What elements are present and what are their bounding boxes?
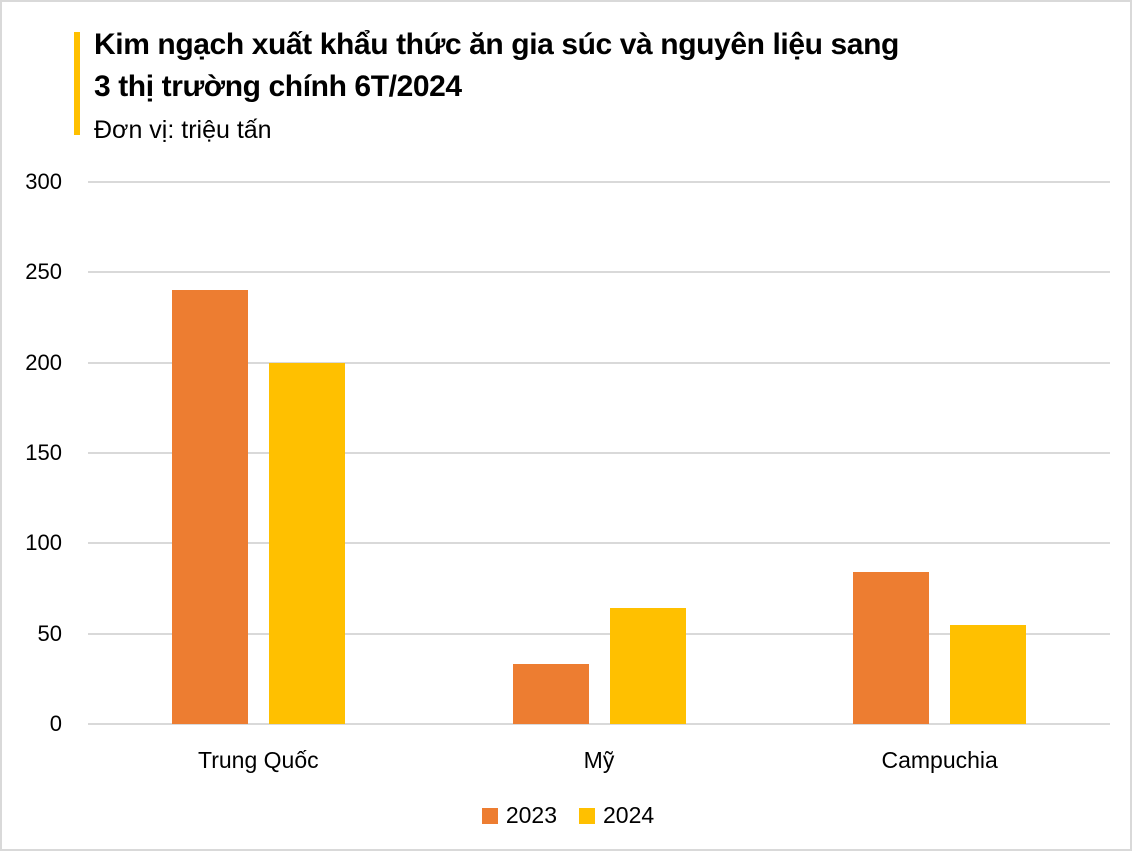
y-tick-label: 0	[49, 711, 62, 736]
legend-label: 2024	[603, 802, 655, 828]
y-tick-label: 100	[25, 530, 62, 556]
y-tick-label: 250	[25, 259, 62, 285]
legend-item: 2023	[481, 802, 557, 829]
gridline	[88, 361, 1110, 364]
legend-swatch-icon	[579, 807, 595, 824]
bar-2024	[950, 624, 1027, 724]
x-tick-label: Campuchia	[881, 747, 998, 773]
legend: 2023 2024	[2, 802, 1132, 829]
legend-item: 2024	[579, 802, 654, 829]
gridline	[88, 452, 1110, 454]
y-tick-label: 150	[25, 440, 62, 465]
bar-2023	[512, 664, 589, 724]
x-tick-label: Trung Quốc	[198, 747, 319, 773]
bar-2024	[609, 608, 686, 724]
y-tick-label: 300	[25, 169, 62, 194]
gridline	[88, 271, 1110, 274]
plot-area	[88, 181, 1110, 725]
bar-2023	[853, 572, 930, 724]
bar-2024	[268, 362, 345, 724]
chart-title-line-2: 3 thị trường chính 6T/2024	[94, 70, 462, 103]
gridline	[88, 632, 1110, 635]
chart-subtitle: Đơn vị: triệu tấn	[94, 116, 272, 144]
gridline	[88, 181, 1110, 183]
legend-swatch-icon	[481, 807, 498, 824]
legend-label: 2023	[505, 802, 557, 828]
chart-title: Kim ngạch xuất khẩu thức ăn gia súc và n…	[94, 24, 899, 108]
bar-2023	[171, 290, 248, 724]
y-tick-label: 50	[37, 620, 62, 646]
title-accent-bar	[74, 32, 80, 135]
y-tick-label: 200	[25, 349, 62, 375]
gridline	[88, 723, 1110, 725]
gridline	[88, 542, 1110, 545]
chart-title-line-1: Kim ngạch xuất khẩu thức ăn gia súc và n…	[94, 28, 899, 61]
x-tick-label: Mỹ	[583, 747, 615, 773]
